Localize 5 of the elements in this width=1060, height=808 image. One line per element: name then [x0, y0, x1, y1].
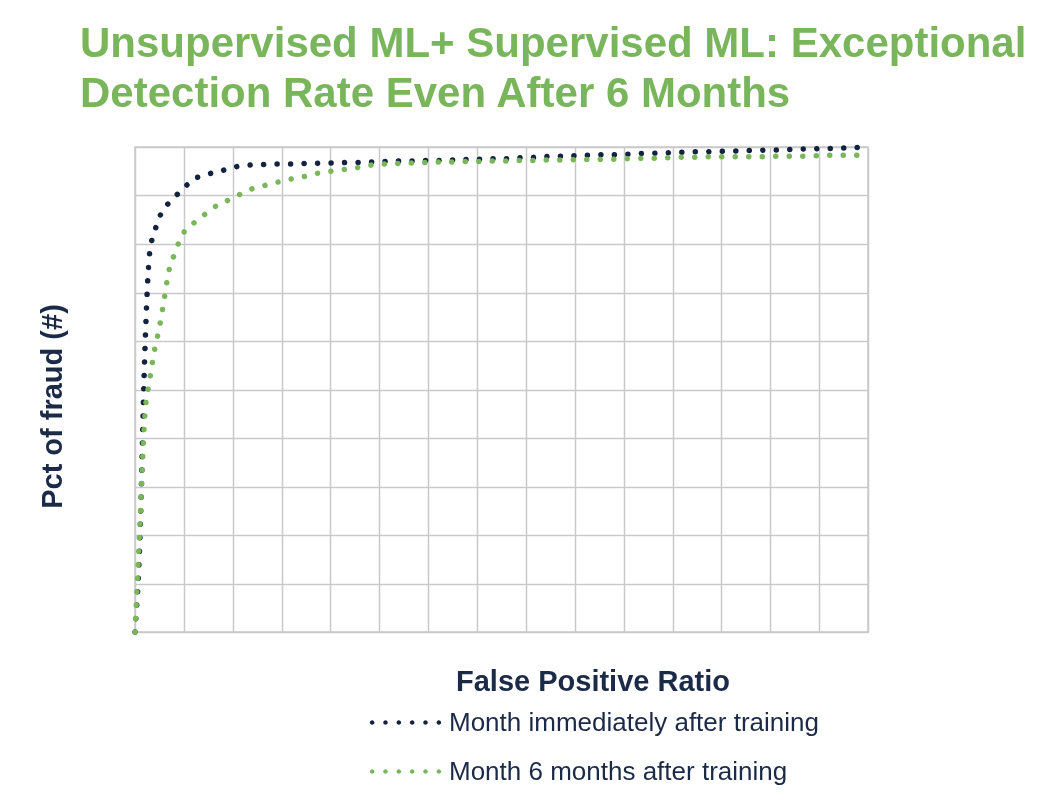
- chart-title: Unsupervised ML+ Supervised ML: Exceptional Detection Rate Even After 6 Months: [80, 19, 1027, 117]
- y-axis-title: Pct of fraud (#): [35, 304, 68, 509]
- legend-label: Month immediately after training: [449, 706, 819, 737]
- legend-label: Month 6 months after training: [449, 755, 788, 786]
- x-axis-title: False Positive Ratio: [456, 664, 730, 697]
